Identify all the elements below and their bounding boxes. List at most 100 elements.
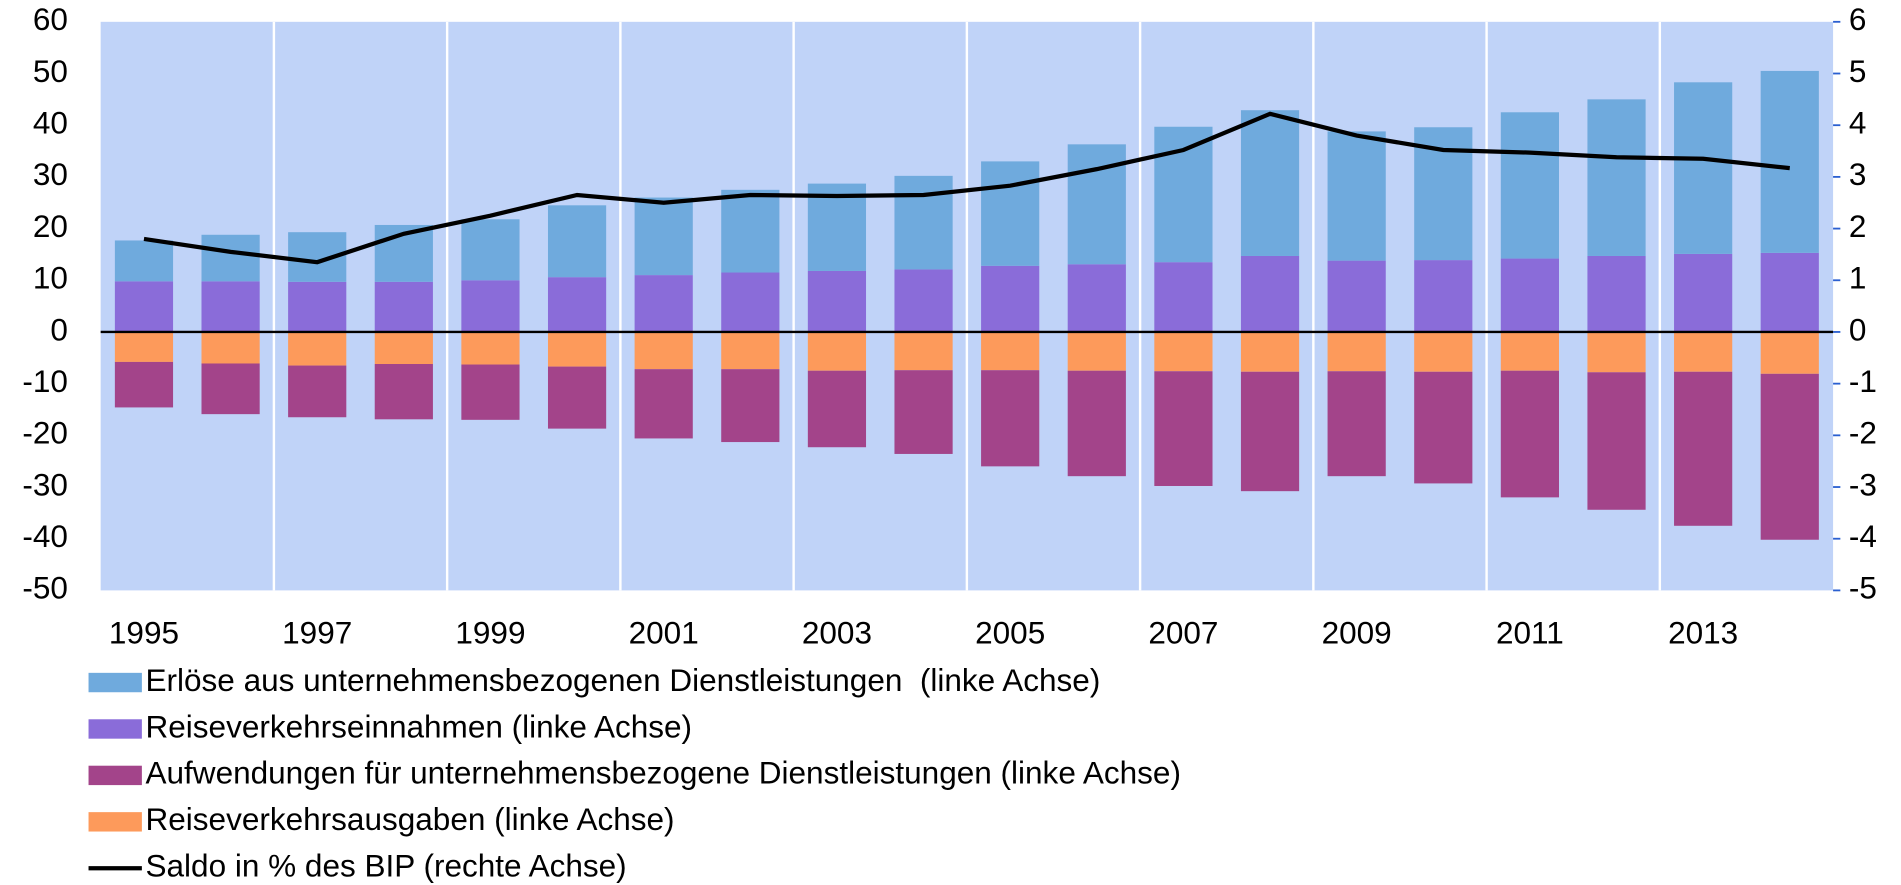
bar (547, 331, 607, 367)
bar (1500, 258, 1559, 332)
y2-tick-label: 1 (1849, 260, 1867, 296)
bar (721, 189, 780, 273)
legend-swatch (88, 812, 142, 832)
bar (634, 331, 693, 370)
y-tick-label: -20 (22, 415, 68, 451)
y2-tick-label: -5 (1849, 570, 1877, 606)
bar (1587, 372, 1646, 510)
y-tick-label: 0 (50, 311, 68, 347)
bar (1500, 370, 1559, 498)
y-tick-label: -10 (22, 363, 68, 399)
bar (1240, 255, 1300, 332)
bar (1500, 112, 1559, 259)
y-tick-label: 20 (33, 208, 68, 244)
legend-swatch (88, 672, 142, 693)
bar (1240, 110, 1300, 256)
bar (1327, 260, 1386, 332)
legend-swatch (88, 765, 142, 786)
bar (1674, 331, 1733, 372)
bar (374, 331, 433, 365)
bar (981, 265, 1040, 332)
bar (461, 280, 520, 332)
y2-tick-label: 0 (1849, 311, 1867, 347)
bar (1067, 370, 1126, 477)
bar (201, 281, 260, 332)
x-tick-label: 2009 (1322, 615, 1392, 651)
bar (634, 369, 693, 439)
bar (1154, 331, 1213, 372)
y2-tick-label: 4 (1849, 105, 1867, 141)
bar (894, 175, 953, 270)
legend-label: Reiseverkehrseinnahmen (linke Achse) (146, 708, 693, 744)
bar (634, 275, 693, 332)
bar (721, 272, 780, 332)
bar (547, 277, 607, 332)
x-tick-label: 1995 (109, 615, 179, 651)
bar (374, 364, 433, 420)
bar (461, 364, 520, 420)
bar (288, 331, 347, 366)
bar (114, 281, 174, 332)
legend-swatch (88, 719, 142, 739)
bar (201, 331, 260, 364)
bar (634, 197, 693, 276)
y2-tick-label: 3 (1849, 156, 1867, 192)
bar (807, 370, 867, 448)
y-tick-label: -50 (22, 570, 68, 606)
bar (981, 161, 1040, 266)
bar (1154, 371, 1213, 486)
bar (1327, 331, 1386, 372)
bar (547, 366, 607, 429)
y2-tick-label: -3 (1849, 466, 1877, 502)
bar (547, 205, 607, 278)
bar (1760, 70, 1819, 253)
x-tick-label: 2005 (975, 615, 1045, 651)
bar (807, 331, 867, 371)
x-tick-label: 1997 (282, 615, 352, 651)
y-tick-label: 10 (33, 260, 68, 296)
bar (981, 370, 1040, 467)
y-tick-label: 30 (33, 156, 68, 192)
bar (1327, 131, 1386, 261)
y2-tick-label: 5 (1849, 53, 1867, 89)
bar (461, 331, 520, 365)
y-tick-label: 60 (33, 1, 68, 37)
x-tick-label: 2007 (1148, 615, 1218, 651)
y-tick-label: 50 (33, 53, 68, 89)
x-tick-label: 2013 (1668, 615, 1738, 651)
legend-label: Reiseverkehrsausgaben (linke Achse) (146, 801, 675, 837)
bar (288, 365, 347, 418)
line (143, 111, 1790, 265)
bar (1587, 255, 1646, 332)
bar (1240, 331, 1300, 372)
bar (807, 183, 867, 271)
bar (1414, 371, 1473, 484)
bar (1674, 253, 1733, 332)
bar (288, 281, 347, 332)
bar (1587, 331, 1646, 373)
bar (894, 331, 953, 371)
y2-tick-label: 6 (1849, 1, 1867, 37)
bar (114, 361, 174, 408)
x-tick-label: 2001 (629, 615, 699, 651)
bar (1760, 331, 1819, 374)
bar (981, 331, 1040, 371)
bar (1154, 262, 1213, 332)
legend-label: Saldo in % des BIP (rechte Achse) (146, 848, 627, 884)
legend-label: Erlöse aus unternehmensbezogenen Dienstl… (146, 662, 1101, 698)
bar (374, 281, 433, 332)
bar (114, 240, 174, 282)
bar (461, 219, 520, 281)
y2-tick-label: -4 (1849, 518, 1877, 554)
bar (807, 270, 867, 332)
y-tick-label: 40 (33, 105, 68, 141)
bar (1500, 331, 1559, 371)
bar (201, 363, 260, 415)
bar (1240, 371, 1300, 492)
bar (1414, 331, 1473, 372)
bar (1587, 99, 1646, 256)
bar (1674, 82, 1733, 254)
bar (1760, 373, 1819, 540)
bar (1067, 144, 1126, 265)
